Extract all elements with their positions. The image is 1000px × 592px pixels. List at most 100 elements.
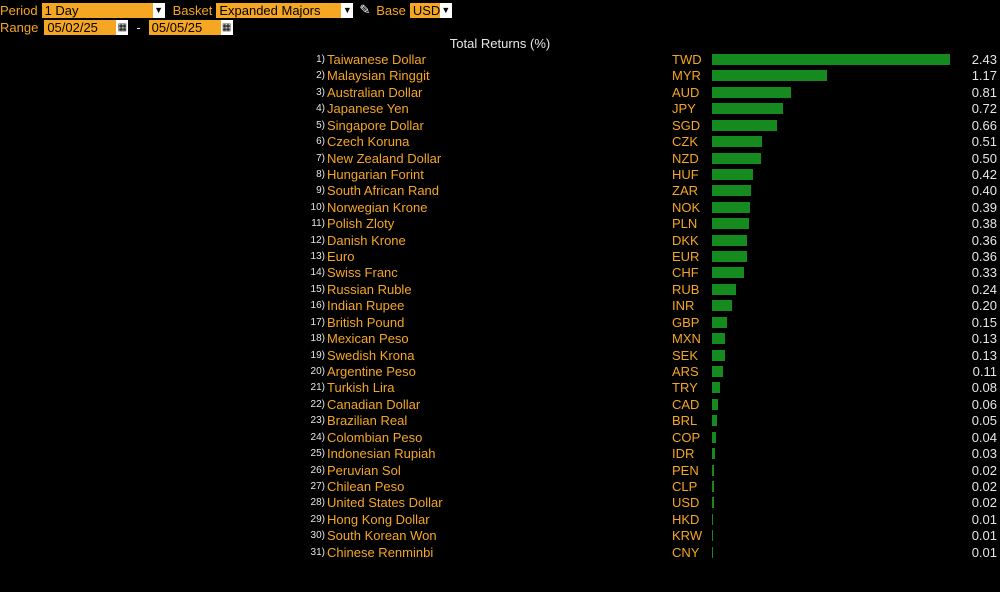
currency-code[interactable]: INR xyxy=(672,298,695,314)
table-row[interactable]: 14) Swiss Franc CHF 0.33 xyxy=(0,265,1000,281)
currency-code[interactable]: KRW xyxy=(672,528,703,544)
table-row[interactable]: 4) Japanese Yen JPY 0.72 xyxy=(0,101,1000,117)
table-row[interactable]: 6) Czech Koruna CZK 0.51 xyxy=(0,134,1000,150)
currency-name[interactable]: Singapore Dollar xyxy=(327,117,424,133)
currency-name[interactable]: Czech Koruna xyxy=(327,134,410,150)
currency-code[interactable]: PEN xyxy=(672,462,699,478)
base-dropdown[interactable]: USD ▼ xyxy=(409,2,452,18)
currency-code[interactable]: NOK xyxy=(672,199,701,215)
chevron-down-icon[interactable]: ▼ xyxy=(439,2,452,18)
table-row[interactable]: 7) New Zealand Dollar NZD 0.50 xyxy=(0,151,1000,167)
currency-code[interactable]: DKK xyxy=(672,232,699,248)
currency-name[interactable]: Danish Krone xyxy=(327,232,406,248)
table-row[interactable]: 17) British Pound GBP 0.15 xyxy=(0,315,1000,331)
table-row[interactable]: 15) Russian Ruble RUB 0.24 xyxy=(0,282,1000,298)
currency-code[interactable]: CNY xyxy=(672,544,700,560)
table-row[interactable]: 29) Hong Kong Dollar HKD 0.01 xyxy=(0,512,1000,528)
range-start-field[interactable]: 05/02/25 xyxy=(44,19,117,35)
table-row[interactable]: 11) Polish Zloty PLN 0.38 xyxy=(0,216,1000,232)
currency-name[interactable]: Indonesian Rupiah xyxy=(327,446,436,462)
currency-name[interactable]: South Korean Won xyxy=(327,528,437,544)
currency-name[interactable]: Peruvian Sol xyxy=(327,462,401,478)
currency-name[interactable]: South African Rand xyxy=(327,183,440,199)
currency-name[interactable]: United States Dollar xyxy=(327,495,443,511)
currency-name[interactable]: Swiss Franc xyxy=(327,265,398,281)
table-row[interactable]: 23) Brazilian Real BRL 0.05 xyxy=(0,413,1000,429)
currency-name[interactable]: Indian Rupee xyxy=(327,298,405,314)
range-end-field[interactable]: 05/05/25 xyxy=(148,19,221,35)
table-row[interactable]: 2) Malaysian Ringgit MYR 1.17 xyxy=(0,68,1000,84)
table-row[interactable]: 28) United States Dollar USD 0.02 xyxy=(0,495,1000,511)
table-row[interactable]: 20) Argentine Peso ARS 0.11 xyxy=(0,364,1000,380)
currency-code[interactable]: MYR xyxy=(672,68,701,84)
period-dropdown[interactable]: 1 Day ▼ xyxy=(41,2,165,18)
currency-name[interactable]: Hungarian Forint xyxy=(327,166,424,182)
currency-name[interactable]: Chilean Peso xyxy=(327,478,405,494)
currency-name[interactable]: New Zealand Dollar xyxy=(327,150,442,166)
table-row[interactable]: 27) Chilean Peso CLP 0.02 xyxy=(0,479,1000,495)
table-row[interactable]: 19) Swedish Krona SEK 0.13 xyxy=(0,348,1000,364)
table-row[interactable]: 22) Canadian Dollar CAD 0.06 xyxy=(0,397,1000,413)
currency-code[interactable]: ARS xyxy=(672,363,699,379)
currency-code[interactable]: SGD xyxy=(672,117,701,133)
currency-code[interactable]: JPY xyxy=(672,101,696,117)
currency-code[interactable]: CZK xyxy=(672,134,698,150)
chevron-down-icon[interactable]: ▼ xyxy=(152,2,165,18)
currency-code[interactable]: HKD xyxy=(672,511,700,527)
currency-code[interactable]: NZD xyxy=(672,150,699,166)
currency-code[interactable]: PLN xyxy=(672,216,698,232)
currency-code[interactable]: USD xyxy=(672,495,700,511)
currency-code[interactable]: TRY xyxy=(672,380,698,396)
currency-code[interactable]: AUD xyxy=(672,84,700,100)
calendar-icon[interactable]: ▦ xyxy=(220,19,233,35)
calendar-icon[interactable]: ▦ xyxy=(116,19,129,35)
currency-code[interactable]: RUB xyxy=(672,281,700,297)
table-row[interactable]: 5) Singapore Dollar SGD 0.66 xyxy=(0,118,1000,134)
table-row[interactable]: 12) Danish Krone DKK 0.36 xyxy=(0,233,1000,249)
currency-name[interactable]: Brazilian Real xyxy=(327,413,408,429)
currency-name[interactable]: Australian Dollar xyxy=(327,84,423,100)
table-row[interactable]: 16) Indian Rupee INR 0.20 xyxy=(0,298,1000,314)
edit-pencil-icon[interactable]: ✎ xyxy=(359,2,371,17)
table-row[interactable]: 30) South Korean Won KRW 0.01 xyxy=(0,528,1000,544)
table-row[interactable]: 3) Australian Dollar AUD 0.81 xyxy=(0,85,1000,101)
currency-code[interactable]: TWD xyxy=(672,52,702,67)
currency-name[interactable]: Mexican Peso xyxy=(327,331,409,347)
currency-name[interactable]: Russian Ruble xyxy=(327,281,412,297)
basket-dropdown[interactable]: Expanded Majors ▼ xyxy=(216,2,354,18)
currency-name[interactable]: Taiwanese Dollar xyxy=(327,52,426,67)
currency-code[interactable]: SEK xyxy=(672,347,699,363)
currency-name[interactable]: Euro xyxy=(327,249,355,265)
currency-name[interactable]: British Pound xyxy=(327,314,405,330)
table-row[interactable]: 13) Euro EUR 0.36 xyxy=(0,249,1000,265)
currency-name[interactable]: Turkish Lira xyxy=(327,380,395,396)
currency-name[interactable]: Colombian Peso xyxy=(327,429,423,445)
currency-name[interactable]: Canadian Dollar xyxy=(327,396,421,412)
currency-code[interactable]: CAD xyxy=(672,396,700,412)
currency-name[interactable]: Polish Zloty xyxy=(327,216,395,232)
table-row[interactable]: 24) Colombian Peso COP 0.04 xyxy=(0,430,1000,446)
currency-name[interactable]: Japanese Yen xyxy=(327,101,409,117)
currency-code[interactable]: COP xyxy=(672,429,701,445)
table-row[interactable]: 31) Chinese Renminbi CNY 0.01 xyxy=(0,545,1000,561)
table-row[interactable]: 21) Turkish Lira TRY 0.08 xyxy=(0,380,1000,396)
currency-code[interactable]: HUF xyxy=(672,166,699,182)
currency-code[interactable]: ZAR xyxy=(672,183,698,199)
table-row[interactable]: 10) Norwegian Krone NOK 0.39 xyxy=(0,200,1000,216)
currency-code[interactable]: CHF xyxy=(672,265,699,281)
table-row[interactable]: 26) Peruvian Sol PEN 0.02 xyxy=(0,463,1000,479)
currency-code[interactable]: IDR xyxy=(672,446,695,462)
currency-code[interactable]: CLP xyxy=(672,478,698,494)
chevron-down-icon[interactable]: ▼ xyxy=(341,2,354,18)
table-row[interactable]: 9) South African Rand ZAR 0.40 xyxy=(0,183,1000,199)
table-row[interactable]: 8) Hungarian Forint HUF 0.42 xyxy=(0,167,1000,183)
currency-code[interactable]: BRL xyxy=(672,413,698,429)
table-row[interactable]: 1) Taiwanese Dollar TWD 2.43 xyxy=(0,52,1000,68)
currency-name[interactable]: Hong Kong Dollar xyxy=(327,511,430,527)
table-row[interactable]: 18) Mexican Peso MXN 0.13 xyxy=(0,331,1000,347)
currency-name[interactable]: Chinese Renminbi xyxy=(327,544,434,560)
currency-name[interactable]: Argentine Peso xyxy=(327,363,416,379)
currency-name[interactable]: Norwegian Krone xyxy=(327,199,428,215)
currency-code[interactable]: GBP xyxy=(672,314,700,330)
currency-code[interactable]: EUR xyxy=(672,249,700,265)
